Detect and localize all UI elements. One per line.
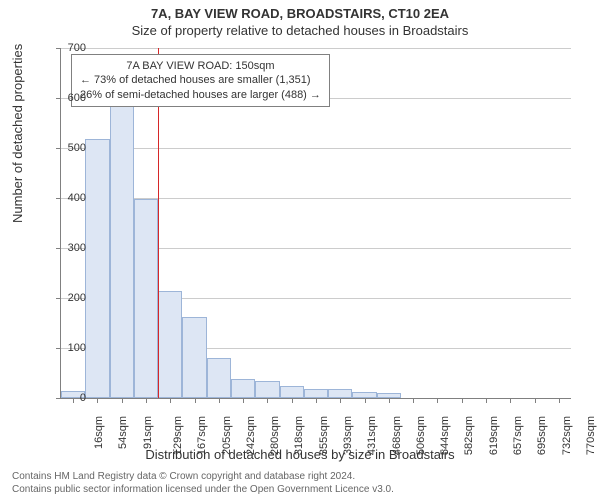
y-tick-label: 700 [56, 42, 86, 54]
y-tick-label: 100 [56, 342, 86, 354]
x-tick-label: 695sqm [536, 416, 548, 455]
grid-line [61, 148, 571, 149]
x-tick-label: 242sqm [245, 416, 257, 455]
x-tick-mark [510, 398, 511, 403]
histogram-bar [231, 379, 255, 398]
x-tick-label: 129sqm [172, 416, 184, 455]
x-tick-label: 582sqm [464, 416, 476, 455]
y-tick-label: 200 [56, 292, 86, 304]
grid-line [61, 48, 571, 49]
x-tick-mark [267, 398, 268, 403]
x-tick-label: 619sqm [488, 416, 500, 455]
x-tick-mark [219, 398, 220, 403]
x-tick-mark [170, 398, 171, 403]
x-tick-mark [340, 398, 341, 403]
x-tick-label: 54sqm [117, 416, 129, 449]
footer-line-1: Contains HM Land Registry data © Crown c… [12, 470, 394, 483]
x-tick-label: 657sqm [512, 416, 524, 455]
x-tick-mark [122, 398, 123, 403]
x-tick-label: 167sqm [196, 416, 208, 455]
x-tick-mark [365, 398, 366, 403]
info-line-1: 7A BAY VIEW ROAD: 150sqm [80, 59, 321, 73]
y-axis-label: Number of detached properties [10, 44, 25, 223]
y-tick-label: 400 [56, 192, 86, 204]
histogram-bar [304, 389, 328, 398]
x-tick-mark [389, 398, 390, 403]
x-tick-label: 770sqm [585, 416, 597, 455]
x-tick-mark [413, 398, 414, 403]
x-tick-mark [559, 398, 560, 403]
x-tick-mark [462, 398, 463, 403]
histogram-bar [110, 101, 134, 399]
x-tick-label: 506sqm [415, 416, 427, 455]
x-tick-mark [437, 398, 438, 403]
x-tick-label: 91sqm [142, 416, 154, 449]
chart-container: 7A, BAY VIEW ROAD, BROADSTAIRS, CT10 2EA… [0, 0, 600, 500]
x-tick-mark [292, 398, 293, 403]
info-line-3: 26% of semi-detached houses are larger (… [80, 88, 321, 102]
x-tick-label: 431sqm [366, 416, 378, 455]
histogram-bar [207, 358, 231, 398]
x-tick-label: 318sqm [294, 416, 306, 455]
y-tick-label: 0 [56, 392, 86, 404]
histogram-bar [280, 386, 304, 399]
x-tick-label: 732sqm [561, 416, 573, 455]
footer-line-2: Contains public sector information licen… [12, 483, 394, 496]
x-tick-label: 355sqm [318, 416, 330, 455]
y-tick-label: 600 [56, 92, 86, 104]
info-box: 7A BAY VIEW ROAD: 150sqm ← 73% of detach… [71, 54, 330, 107]
footer: Contains HM Land Registry data © Crown c… [12, 470, 394, 496]
y-tick-label: 500 [56, 142, 86, 154]
x-tick-mark [243, 398, 244, 403]
histogram-bar [255, 381, 279, 399]
x-tick-label: 468sqm [391, 416, 403, 455]
histogram-bar [85, 139, 109, 398]
y-tick-label: 300 [56, 242, 86, 254]
x-tick-mark [316, 398, 317, 403]
x-tick-label: 393sqm [342, 416, 354, 455]
x-tick-mark [486, 398, 487, 403]
x-tick-mark [146, 398, 147, 403]
info-line-2: ← 73% of detached houses are smaller (1,… [80, 73, 321, 87]
histogram-bar [182, 317, 206, 398]
x-tick-label: 16sqm [93, 416, 105, 449]
plot-area: 7A BAY VIEW ROAD: 150sqm ← 73% of detach… [60, 48, 571, 399]
histogram-bar [134, 199, 158, 398]
histogram-bar [158, 291, 182, 399]
x-tick-label: 544sqm [439, 416, 451, 455]
x-tick-mark [195, 398, 196, 403]
x-tick-mark [535, 398, 536, 403]
x-tick-label: 205sqm [221, 416, 233, 455]
x-tick-label: 280sqm [269, 416, 281, 455]
x-tick-mark [97, 398, 98, 403]
chart-subtitle: Size of property relative to detached ho… [0, 21, 600, 38]
histogram-bar [328, 389, 352, 398]
chart-title: 7A, BAY VIEW ROAD, BROADSTAIRS, CT10 2EA [0, 0, 600, 21]
